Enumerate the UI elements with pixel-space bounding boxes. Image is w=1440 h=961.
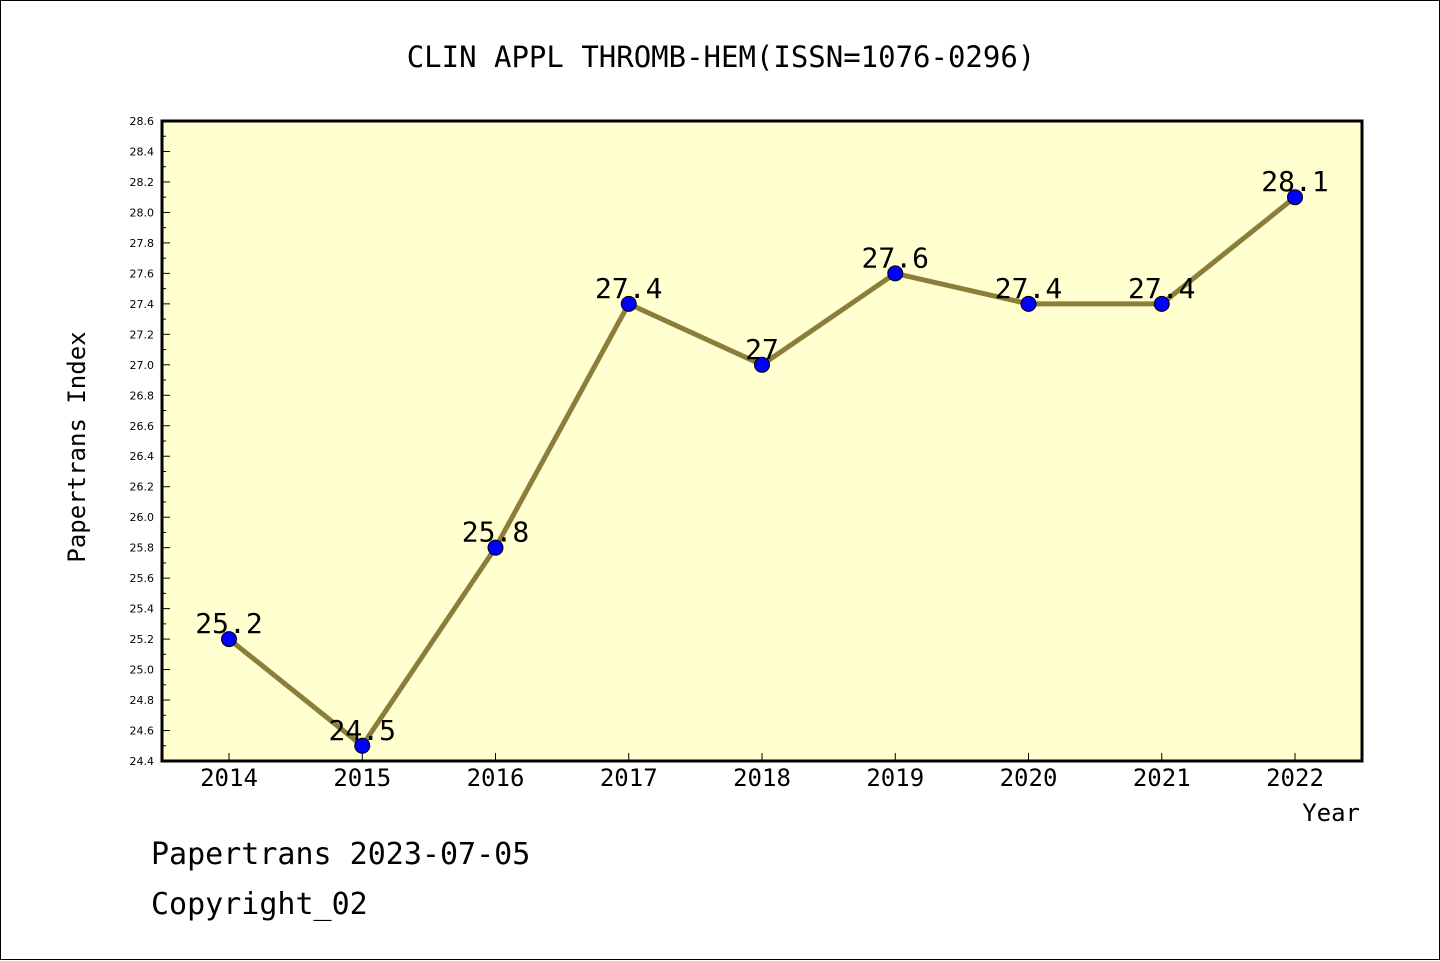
data-label: 27.4 (995, 272, 1062, 305)
y-tick-label: 24.4 (130, 755, 155, 768)
y-tick-label: 26.8 (130, 389, 155, 402)
data-point (1153, 295, 1170, 312)
data-point (1287, 189, 1303, 206)
data-label: 25.2 (195, 607, 262, 640)
series-papertrans-index: 25.2 24.5 25.8 27.4 27 27.6 27.4 27.4 28.1 (195, 165, 1329, 754)
y-axis: 24.4 24.6 24.8 25.0 25.2 25.4 25.6 25.8 26.0 26.2… (130, 115, 170, 768)
y-tick-label: 27.8 (130, 237, 155, 250)
y-tick-label: 28.4 (130, 145, 155, 158)
data-label: 27 (745, 333, 779, 366)
x-tick-label: 2022 (1266, 764, 1324, 792)
y-tick-label: 25.2 (130, 633, 155, 646)
x-tick-label: 2017 (600, 764, 658, 792)
x-tick-label: 2014 (200, 764, 258, 792)
y-tick-label: 27.0 (130, 359, 155, 372)
footer-copyright-line: Copyright_02 (151, 887, 368, 922)
y-tick-label: 25.8 (130, 542, 155, 555)
y-tick-label: 25.0 (130, 664, 155, 677)
y-tick-label: 26.0 (130, 511, 155, 524)
data-label: 27.4 (1128, 272, 1195, 305)
chart-title: CLIN APPL THROMB-HEM(ISSN=1076-0296) (407, 40, 1036, 74)
footer-date-line: Papertrans 2023-07-05 (151, 837, 531, 872)
y-tick-label: 25.6 (130, 572, 155, 585)
y-tick-label: 24.8 (130, 694, 155, 707)
x-tick-label: 2016 (467, 764, 525, 792)
data-label: 25.8 (462, 516, 529, 549)
y-tick-label: 28.0 (130, 206, 155, 219)
y-tick-label: 27.2 (130, 328, 155, 341)
data-point (221, 631, 237, 648)
data-point (887, 265, 904, 282)
x-tick-label: 2018 (733, 764, 791, 792)
x-tick-label: 2021 (1133, 764, 1191, 792)
y-tick-label: 25.4 (130, 603, 155, 616)
x-tick-label: 2015 (333, 764, 391, 792)
data-label: 27.6 (862, 241, 929, 274)
data-label: 28.1 (1261, 165, 1328, 198)
x-axis: 2014 2015 2016 2017 2018 2019 2020 2021 2022 (200, 753, 1324, 792)
data-point (354, 737, 371, 754)
x-tick-label: 2020 (1000, 764, 1058, 792)
data-label: 24.5 (329, 714, 396, 747)
y-tick-label: 27.6 (130, 267, 155, 280)
data-point (1020, 295, 1037, 312)
y-tick-label: 28.6 (130, 115, 155, 128)
data-point (620, 295, 637, 312)
y-tick-label: 26.2 (130, 481, 155, 494)
data-point (754, 356, 770, 373)
y-tick-label: 28.2 (130, 176, 155, 189)
data-label: 27.4 (595, 272, 662, 305)
y-tick-label: 26.4 (130, 450, 155, 463)
y-axis-label: Papertrans Index (63, 331, 91, 562)
y-tick-label: 24.6 (130, 725, 155, 738)
x-axis-label: Year (1302, 799, 1360, 827)
data-point (487, 539, 504, 556)
y-tick-label: 27.4 (130, 298, 155, 311)
plot-area (160, 119, 1364, 763)
y-tick-label: 26.6 (130, 420, 155, 433)
x-tick-label: 2019 (866, 764, 924, 792)
